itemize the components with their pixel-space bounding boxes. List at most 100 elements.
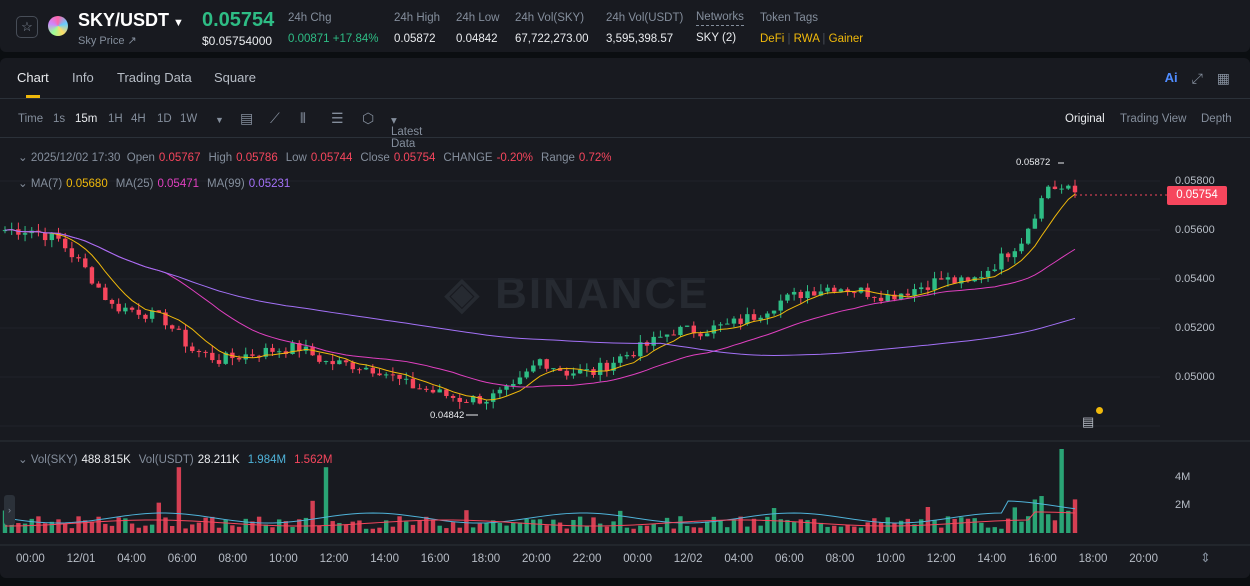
tag-rwa[interactable]: RWA: [793, 33, 820, 45]
volume-bar: [918, 519, 924, 533]
interval-time[interactable]: Time: [18, 113, 44, 125]
volume-bar: [731, 519, 737, 533]
volume-bar: [691, 527, 697, 533]
latest-data-dropdown[interactable]: Latest Data ▾: [391, 115, 423, 150]
favorite-star-icon[interactable]: ☆: [16, 16, 38, 38]
candle-type-icon[interactable]: ⫴: [300, 110, 306, 126]
x-tick: 00:00: [623, 553, 652, 565]
candle: [932, 278, 937, 290]
candle: [1005, 253, 1011, 258]
tab-square[interactable]: Square: [214, 70, 256, 85]
volume-bar: [383, 520, 389, 533]
volume-bar: [270, 527, 275, 533]
volume-bar: [684, 525, 690, 533]
x-tick: 04:00: [724, 553, 754, 565]
interval-1w[interactable]: 1W: [180, 113, 198, 125]
tab-chart[interactable]: Chart: [17, 70, 49, 85]
candle: [143, 314, 148, 319]
candle: [517, 377, 523, 385]
candle: [1072, 185, 1078, 193]
candle: [210, 352, 215, 361]
y-tick: 0.05600: [1175, 224, 1215, 236]
x-tick: 20:00: [522, 553, 551, 565]
tab-info[interactable]: Info: [72, 70, 94, 85]
volume-bar: [129, 523, 135, 533]
pair-name: SKY/USDT: [78, 10, 170, 30]
volume-bar: [698, 527, 703, 533]
interval-1d[interactable]: 1D: [157, 113, 172, 125]
candle: [644, 342, 650, 346]
fit-axis-icon[interactable]: ⇕: [1200, 550, 1211, 565]
interval-more-icon[interactable]: ▼: [215, 115, 224, 125]
interval-4h[interactable]: 4H: [131, 113, 146, 125]
interval-1h[interactable]: 1H: [108, 113, 123, 125]
interval-15m[interactable]: 15m: [75, 113, 98, 125]
notes-icon[interactable]: ▤: [1082, 414, 1095, 429]
candle: [343, 360, 349, 363]
calendar-icon[interactable]: ▤: [240, 110, 254, 126]
expand-icon[interactable]: ⤢: [1191, 70, 1203, 86]
volume-bar: [778, 519, 783, 533]
volume-bar: [497, 522, 503, 533]
candle: [838, 289, 844, 292]
tag-defi[interactable]: DeFi: [760, 33, 785, 45]
candle: [664, 334, 670, 337]
candle: [1012, 251, 1018, 258]
candle: [544, 359, 549, 369]
candle: [1046, 186, 1051, 199]
tag-gainer[interactable]: Gainer: [828, 33, 864, 45]
volume-bar: [658, 527, 663, 533]
scroll-left-handle[interactable]: ›: [4, 495, 15, 525]
volume-bar: [250, 521, 255, 533]
volume-bar: [865, 522, 870, 533]
candle: [885, 294, 890, 302]
stat-networks[interactable]: Networks SKY (2): [696, 11, 744, 44]
candle: [745, 314, 750, 324]
candle: [1019, 243, 1024, 252]
candle: [758, 317, 763, 320]
candle: [390, 374, 396, 376]
pair-selector[interactable]: SKY/USDT ▼: [78, 10, 184, 31]
indicator-icon[interactable]: ⟋: [270, 110, 280, 126]
interval-1s[interactable]: 1s: [53, 113, 66, 125]
notification-dot: [1096, 407, 1103, 414]
volume-bar: [597, 523, 603, 533]
volume-bar: [169, 525, 175, 533]
candle: [303, 346, 309, 351]
volume-bar: [511, 522, 516, 533]
candle: [765, 313, 770, 318]
view-original[interactable]: Original: [1065, 113, 1105, 125]
candle: [771, 310, 777, 314]
candle: [725, 323, 730, 325]
active-tab-indicator: [26, 95, 40, 98]
candle: [357, 369, 362, 371]
volume-bar: [571, 519, 576, 533]
candle: [149, 310, 155, 319]
candle: [103, 287, 108, 301]
ai-button[interactable]: Ai: [1164, 70, 1178, 85]
candle: [69, 248, 75, 258]
volume-bar: [965, 518, 971, 533]
layout-grid-icon[interactable]: ▦: [1216, 70, 1230, 86]
stat-24h-vol-usdt: 24h Vol(USDT) 3,595,398.57: [606, 12, 684, 45]
volume-bar: [343, 524, 349, 533]
candle: [1032, 218, 1038, 229]
volume-bar: [143, 525, 148, 533]
candle: [136, 309, 141, 315]
sky-price-link[interactable]: Sky Price ↗: [78, 35, 137, 47]
tab-trading-data[interactable]: Trading Data: [117, 70, 192, 85]
view-depth[interactable]: Depth: [1201, 113, 1232, 125]
volume-bar: [477, 523, 483, 533]
candle: [604, 362, 610, 371]
settings-list-icon[interactable]: ☰: [331, 110, 344, 126]
candle: [678, 326, 683, 336]
hexagon-settings-icon[interactable]: ⬡: [362, 110, 375, 126]
x-tick: 06:00: [775, 553, 804, 565]
view-trading-view[interactable]: Trading View: [1120, 113, 1187, 125]
candle: [912, 289, 917, 296]
volume-bar: [390, 526, 396, 533]
volume-bar: [825, 526, 830, 533]
vol-tick: 4M: [1175, 471, 1191, 483]
candle: [236, 358, 242, 360]
